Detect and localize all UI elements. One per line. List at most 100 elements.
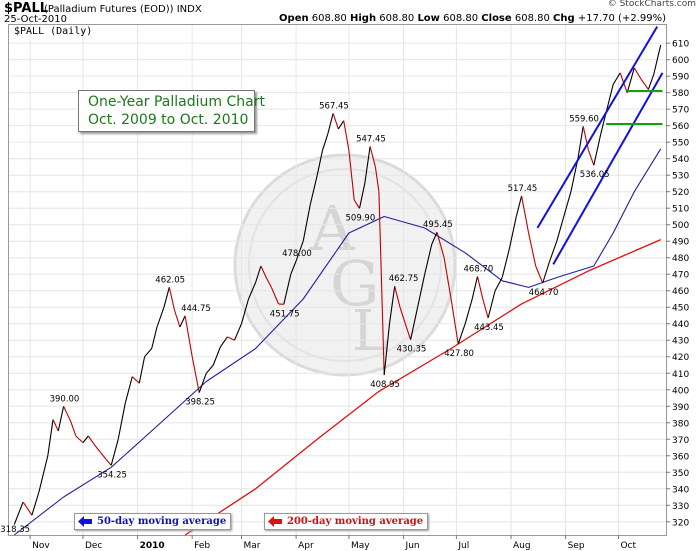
y-tick-label: 520 <box>672 188 689 198</box>
red-arrow-icon <box>268 516 282 527</box>
ma50-line <box>13 148 662 536</box>
y-tick-label: 470 <box>672 271 689 281</box>
data-label: 354.25 <box>97 470 127 480</box>
x-tick-label: Oct <box>620 541 636 551</box>
open-value: 608.80 <box>311 13 347 24</box>
price-segment <box>535 265 544 284</box>
price-segment <box>227 336 235 341</box>
price-segment <box>476 276 484 300</box>
blue-arrow-icon <box>78 516 92 527</box>
x-tick-label: 2010 <box>140 541 165 551</box>
price-segment <box>63 406 72 422</box>
ma50-legend: 50-day moving average <box>74 513 232 530</box>
data-label: 443.45 <box>474 323 504 333</box>
price-segment <box>295 241 304 262</box>
price-segment <box>309 175 318 206</box>
data-label: 390.00 <box>50 394 80 404</box>
data-label: 462.05 <box>155 275 185 285</box>
annotation-box <box>78 90 255 132</box>
trend-channel-line <box>536 26 659 229</box>
price-segment <box>570 158 579 192</box>
y-tick-label: 480 <box>672 254 689 264</box>
high-value: 608.80 <box>379 13 415 24</box>
data-label: 478.00 <box>282 249 312 259</box>
price-segment <box>87 435 96 447</box>
data-label: 567.45 <box>319 101 349 111</box>
price-segment <box>410 307 419 340</box>
symbol-label: $PALL <box>4 1 49 16</box>
price-segment <box>138 356 146 384</box>
price-segment <box>52 419 59 432</box>
price-segment <box>117 402 126 440</box>
price-layer <box>13 44 662 525</box>
price-segment <box>327 113 334 135</box>
y-tick-label: 400 <box>672 386 689 396</box>
y-tick-label: 330 <box>672 502 689 512</box>
price-segment <box>270 287 280 305</box>
data-labels-layer: 318.35 390.00 354.25 462.05 444.75 398.25 451.… <box>0 101 609 535</box>
price-segment <box>358 183 366 209</box>
ma200-legend-text: 200-day moving average <box>287 516 424 527</box>
ma200-legend: 200-day moving average <box>264 513 429 530</box>
price-segment <box>521 195 530 234</box>
data-label: 398.25 <box>185 398 215 408</box>
data-label: 536.05 <box>580 170 610 180</box>
price-segment <box>587 150 595 166</box>
price-segment <box>563 191 572 217</box>
price-segment <box>38 455 49 493</box>
price-segment <box>100 452 107 460</box>
price-segment <box>337 120 345 130</box>
price-segment <box>577 126 584 159</box>
x-tick-label: Nov <box>32 541 50 551</box>
data-label: 547.45 <box>356 134 386 144</box>
x-tick-label: May <box>351 541 370 551</box>
ma200-layer <box>184 239 661 536</box>
y-tick-label: 600 <box>672 56 689 66</box>
price-segment <box>174 310 181 328</box>
price-segment <box>302 204 311 242</box>
price-segment <box>464 298 473 324</box>
x-tick-label: Feb <box>194 541 210 551</box>
data-label: 430.35 <box>397 345 427 355</box>
copyright-label: © StockCharts.com <box>607 0 696 9</box>
price-segment <box>75 435 84 444</box>
price-segment <box>399 307 406 324</box>
price-segment <box>94 445 102 453</box>
price-segment <box>647 74 655 90</box>
price-segment <box>436 232 445 258</box>
x-tick-label: Dec <box>85 541 102 551</box>
y-tick-label: 370 <box>672 436 689 446</box>
y-tick-label: 460 <box>672 287 689 297</box>
y-tick-label: 560 <box>672 122 689 132</box>
x-tick-label: Apr <box>298 541 314 551</box>
price-segment <box>124 376 133 404</box>
price-segment <box>163 287 170 308</box>
data-label: 509.90 <box>346 213 376 223</box>
price-segment <box>364 146 371 184</box>
low-label: Low <box>417 13 440 24</box>
price-segment <box>542 260 551 284</box>
price-segment <box>47 419 54 456</box>
y-tick-label: 340 <box>672 485 689 495</box>
price-segment <box>283 274 292 305</box>
price-segment <box>494 277 503 291</box>
x-tick-label: Jul <box>457 541 469 551</box>
y-tick-label: 430 <box>672 337 689 347</box>
trend-channel-layer <box>536 26 664 265</box>
data-label: 517.45 <box>508 184 538 194</box>
data-label: 468.70 <box>464 264 494 274</box>
price-segment <box>110 439 119 466</box>
trend-channel-line <box>552 72 664 265</box>
agl-coin-watermark: A G L <box>233 153 457 377</box>
price-segment <box>457 323 466 345</box>
y-axis: 320 330 340 350 360 370 380 390 400 410 420 430 440 4… <box>666 40 689 528</box>
price-segment <box>205 364 214 374</box>
price-segment <box>378 191 385 376</box>
price-segment <box>260 265 267 278</box>
price-segment <box>600 112 607 135</box>
price-segment <box>70 420 77 437</box>
price-segment <box>605 84 614 113</box>
svg-text:A: A <box>309 192 356 265</box>
price-segment <box>105 458 112 466</box>
